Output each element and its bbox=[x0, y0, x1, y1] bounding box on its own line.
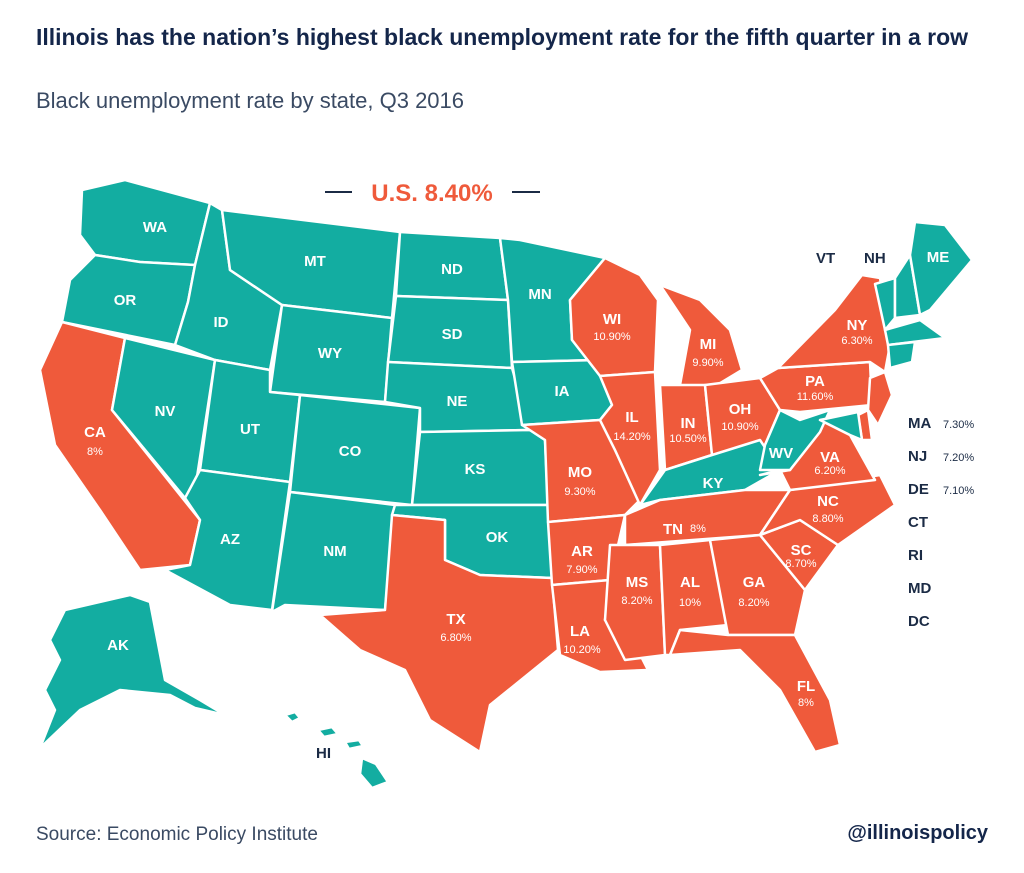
state-label-PA: PA bbox=[805, 373, 825, 390]
state-label-NM: NM bbox=[323, 543, 346, 560]
state-label-IL: IL bbox=[625, 409, 638, 426]
state-label-WA: WA bbox=[143, 219, 167, 236]
state-WI bbox=[568, 256, 660, 378]
small-state-value: 7.10% bbox=[943, 485, 974, 497]
state-value-FL: 8% bbox=[798, 697, 814, 709]
state-value-VA: 6.20% bbox=[814, 465, 845, 477]
state-value-MO: 9.30% bbox=[564, 486, 595, 498]
state-label-KS: KS bbox=[465, 461, 486, 478]
state-label-MN: MN bbox=[528, 286, 551, 303]
state-label-HI: HI bbox=[316, 745, 331, 762]
state-label-MO: MO bbox=[568, 464, 592, 481]
state-AK bbox=[38, 593, 227, 750]
small-state-label: NJ bbox=[908, 448, 927, 465]
state-label-OH: OH bbox=[729, 401, 752, 418]
state-value-PA: 11.60% bbox=[797, 391, 834, 403]
small-state-label: DC bbox=[908, 613, 930, 630]
state-label-AR: AR bbox=[571, 543, 593, 560]
source-note: Source: Economic Policy Institute bbox=[36, 824, 318, 845]
small-state-value: 7.30% bbox=[943, 419, 974, 431]
state-value-MI: 9.90% bbox=[692, 357, 723, 369]
small-state-label: MA bbox=[908, 415, 931, 432]
state-label-MT: MT bbox=[304, 253, 326, 270]
state-GA bbox=[708, 533, 807, 637]
state-value-WI: 10.90% bbox=[593, 331, 631, 343]
state-label-SD: SD bbox=[442, 326, 463, 343]
state-label-TN: TN bbox=[663, 521, 683, 538]
state-value-IL: 14.20% bbox=[613, 431, 651, 443]
state-NM bbox=[270, 490, 397, 614]
state-value-CA: 8% bbox=[87, 446, 103, 458]
chart-title: Illinois has the nation’s highest black … bbox=[36, 24, 969, 50]
state-label-VA: VA bbox=[820, 449, 840, 466]
state-label-MS: MS bbox=[626, 574, 649, 591]
state-value-NY: 6.30% bbox=[841, 335, 872, 347]
state-label-UT: UT bbox=[240, 421, 260, 438]
state-value-IN: 10.50% bbox=[669, 433, 707, 445]
state-MA bbox=[883, 318, 947, 347]
state-label-MI: MI bbox=[700, 336, 717, 353]
state-label-NV: NV bbox=[155, 403, 176, 420]
chart-subtitle: Black unemployment rate by state, Q3 201… bbox=[36, 88, 465, 113]
state-label-GA: GA bbox=[743, 574, 766, 591]
small-state-label: CT bbox=[908, 514, 928, 531]
state-value-TX: 6.80% bbox=[440, 632, 471, 644]
state-IL bbox=[598, 370, 662, 507]
state-value-AL: 10% bbox=[679, 597, 701, 609]
state-NC bbox=[758, 473, 897, 547]
state-value-AR: 7.90% bbox=[566, 564, 597, 576]
state-value-LA: 10.20% bbox=[563, 644, 601, 656]
social-handle[interactable]: @illinoispolicy bbox=[847, 822, 988, 844]
state-label-ME: ME bbox=[927, 249, 950, 266]
state-MI bbox=[658, 283, 744, 390]
state-value-MS: 8.20% bbox=[621, 595, 652, 607]
state-ME bbox=[908, 220, 974, 317]
state-value-SC: 8.70% bbox=[785, 558, 816, 570]
small-state-value: 7.20% bbox=[943, 452, 974, 464]
state-value-GA: 8.20% bbox=[738, 597, 769, 609]
state-FL bbox=[668, 628, 842, 754]
state-label-KY: KY bbox=[703, 475, 724, 492]
state-label-CA: CA bbox=[84, 424, 106, 441]
state-HI bbox=[283, 710, 390, 790]
state-label-NC: NC bbox=[817, 493, 839, 510]
state-label-NE: NE bbox=[447, 393, 468, 410]
state-label-TX: TX bbox=[446, 611, 465, 628]
state-label-LA: LA bbox=[570, 623, 590, 640]
small-state-label: MD bbox=[908, 580, 931, 597]
small-states-list: MA 7.30% NJ 7.20% DE 7.10% CT RI MD DC bbox=[908, 415, 974, 630]
state-label-WV: WV bbox=[769, 445, 793, 462]
state-label-AK: AK bbox=[107, 637, 129, 654]
state-label-AZ: AZ bbox=[220, 531, 240, 548]
state-MD bbox=[818, 410, 864, 442]
state-CT bbox=[886, 340, 917, 370]
small-state-label: RI bbox=[908, 547, 923, 564]
state-label-OK: OK bbox=[486, 529, 509, 546]
state-NY bbox=[776, 273, 892, 374]
state-TX bbox=[318, 513, 560, 754]
state-label-OR: OR bbox=[114, 292, 137, 309]
us-average-label: U.S. 8.40% bbox=[371, 180, 492, 207]
state-label-FL: FL bbox=[797, 678, 815, 695]
state-label-IA: IA bbox=[555, 383, 570, 400]
state-label-AL: AL bbox=[680, 574, 700, 591]
state-label-VT: VT bbox=[816, 250, 835, 267]
small-state-label: DE bbox=[908, 481, 929, 498]
state-label-ID: ID bbox=[214, 314, 229, 331]
state-NJ bbox=[866, 370, 894, 427]
state-label-ND: ND bbox=[441, 261, 463, 278]
state-value-OH: 10.90% bbox=[721, 421, 759, 433]
state-label-WY: WY bbox=[318, 345, 342, 362]
state-MS bbox=[603, 543, 667, 662]
state-label-IN: IN bbox=[681, 415, 696, 432]
state-label-CO: CO bbox=[339, 443, 362, 460]
state-label-NY: NY bbox=[847, 317, 868, 334]
state-label-NH: NH bbox=[864, 250, 886, 267]
state-value-NC: 8.80% bbox=[812, 513, 843, 525]
state-label-WI: WI bbox=[603, 311, 621, 328]
state-value-TN: 8% bbox=[690, 523, 706, 535]
state-label-SC: SC bbox=[791, 542, 812, 559]
